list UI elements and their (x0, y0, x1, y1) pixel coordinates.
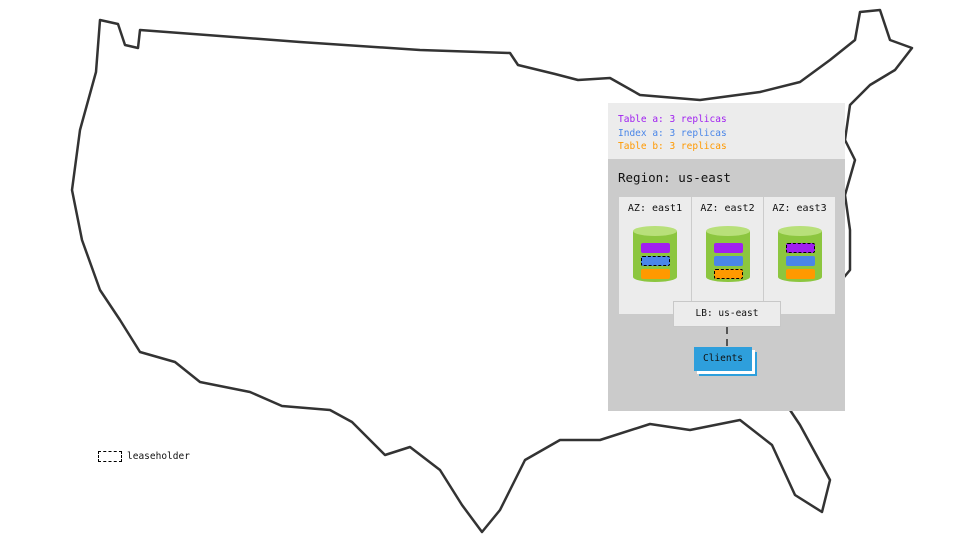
database-icon (778, 225, 822, 283)
az-east3: AZ: east3 (763, 197, 835, 314)
replica-index-a-leaseholder (641, 256, 670, 266)
load-balancer: LB: us-east (673, 301, 781, 327)
replica-table-b (786, 269, 815, 279)
leaseholder-key-label: leaseholder (127, 451, 190, 462)
az-label: AZ: east1 (627, 203, 683, 214)
replica-index-a (714, 256, 743, 266)
replica-table-b-leaseholder (714, 269, 743, 279)
region-panel: Table a: 3 replicas Index a: 3 replicas … (608, 103, 845, 411)
region-label: Region: us-east (618, 170, 731, 185)
leaseholder-key: leaseholder (98, 451, 190, 462)
database-icon (633, 225, 677, 283)
replica-legend: Table a: 3 replicas Index a: 3 replicas … (608, 103, 845, 159)
az-label: AZ: east2 (700, 203, 755, 214)
legend-table-b: Table b: 3 replicas (618, 141, 727, 152)
legend-index-a: Index a: 3 replicas (618, 127, 727, 139)
replica-table-a-leaseholder (786, 243, 815, 253)
az-east1: AZ: east1 (619, 197, 691, 314)
database-icon (706, 225, 750, 283)
az-container: AZ: east1 AZ: east2 AZ: east3 (619, 197, 835, 314)
replica-index-a (786, 256, 815, 266)
clients-box: Clients (694, 347, 752, 371)
az-label: AZ: east3 (772, 203, 827, 214)
az-east2: AZ: east2 (691, 197, 763, 314)
replica-table-b (641, 269, 670, 279)
legend-table-a: Table a: 3 replicas (618, 114, 727, 125)
replica-table-a (641, 243, 670, 253)
dashed-box-icon (98, 451, 122, 462)
replica-table-a (714, 243, 743, 253)
